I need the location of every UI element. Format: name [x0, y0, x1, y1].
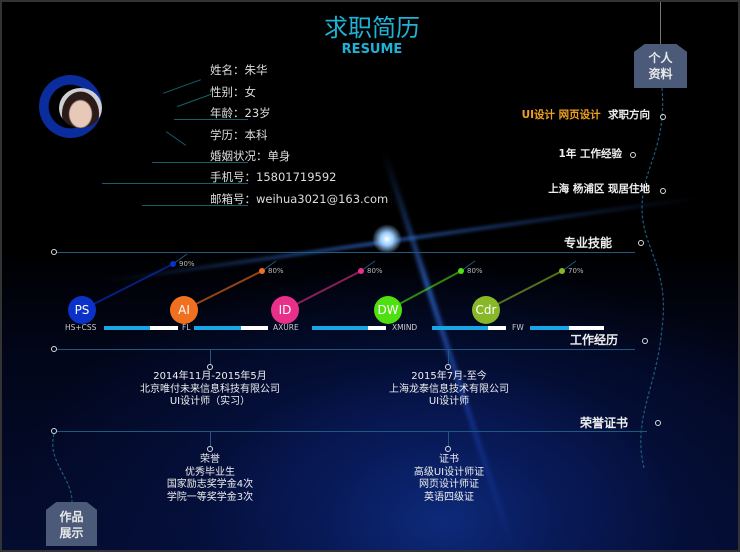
tag-text: 展示: [59, 526, 84, 540]
skill-level-dot: [358, 268, 364, 274]
profile-age: 年龄：23岁: [210, 106, 271, 120]
minor-skill-bar-fill: [104, 326, 150, 330]
honor-item: 荣誉 优秀毕业生 国家励志奖学金4次 学院一等奖学金3次: [166, 454, 254, 503]
minor-skill-bar-fill: [312, 326, 368, 330]
avatar-photo: [59, 88, 102, 128]
timeline-dot: [642, 338, 648, 344]
minor-skill-bar-fill: [530, 326, 570, 330]
minor-skill-label: HS+CSS: [65, 323, 97, 332]
skill-percent: 80%: [467, 267, 483, 275]
page-subtitle: RESUME: [341, 42, 403, 57]
tag-text: 作品: [59, 510, 84, 524]
minor-skill-bar: [312, 326, 386, 330]
skill-percent: 90%: [179, 260, 195, 268]
timeline-curve: [52, 433, 73, 503]
timeline-dot: [51, 346, 57, 352]
timeline-dot: [630, 152, 636, 158]
timeline-dot: [660, 114, 666, 120]
minor-skill-bar: [104, 326, 178, 330]
minor-skill-bar: [530, 326, 604, 330]
summary-job-target: UI设计 网页设计 求职方向: [521, 109, 650, 121]
minor-skill-label: FW: [512, 323, 524, 332]
work-item: 2015年7月-至今 上海龙泰信息技术有限公司 UI设计师: [389, 371, 509, 407]
skill-percent: 80%: [367, 267, 383, 275]
minor-skill-label: FL: [182, 323, 191, 332]
personal-info-tag[interactable]: 个人 资料: [634, 44, 687, 88]
skill-percent: 80%: [268, 267, 284, 275]
skill-badge: Cdr: [472, 296, 500, 324]
tag-text: 个人: [648, 51, 673, 65]
skill-level-dot: [559, 268, 565, 274]
minor-skill-bar: [194, 326, 268, 330]
profile-email: 邮箱号：weihua3021@163.com: [210, 192, 389, 206]
profile-education: 学历：本科: [210, 128, 268, 142]
timeline-curve: [640, 88, 664, 469]
section-skills-title: 专业技能: [564, 236, 613, 250]
summary-location: 上海 杨浦区 现居住地: [548, 183, 650, 195]
certificate-item: 证书 高级UI设计师证 网页设计师证 英语四级证: [413, 454, 485, 503]
minor-skill-bar: [432, 326, 506, 330]
timeline-dot: [445, 446, 451, 452]
minor-skill-label: AXURE: [273, 323, 299, 332]
skill-level-dot: [259, 268, 265, 274]
section-work-title: 工作经历: [570, 333, 619, 347]
minor-skill-label: XMIND: [392, 323, 418, 332]
tag-text: 资料: [648, 67, 673, 81]
skill-level-dot: [458, 268, 464, 274]
skill-badge: AI: [170, 296, 198, 324]
minor-skill-bar-fill: [432, 326, 488, 330]
timeline-dot: [638, 240, 644, 246]
skill-badge: ID: [271, 296, 299, 324]
light-flare: [372, 224, 402, 254]
skill-connector: [81, 263, 174, 311]
skill-connector: [183, 270, 263, 311]
work-item: 2014年11月-2015年5月 北京唯付未来信息科技有限公司 UI设计师（实习）: [140, 371, 280, 407]
skill-lines: [81, 253, 577, 311]
minor-skill-bar-fill: [194, 326, 241, 330]
section-honors-title: 荣誉证书: [580, 416, 629, 430]
timeline-dot: [445, 364, 451, 370]
timeline-dot: [207, 364, 213, 370]
page-title: 求职简历: [324, 14, 420, 42]
timeline-dot: [655, 420, 661, 426]
skill-badge: PS: [68, 296, 96, 324]
skill-percent: 70%: [568, 267, 584, 275]
works-showcase-tag[interactable]: 作品 展示: [46, 502, 97, 546]
timeline-dot: [51, 249, 57, 255]
profile-phone: 手机号：15801719592: [210, 170, 337, 184]
skill-badge: DW: [374, 296, 402, 324]
timeline-dot: [51, 428, 57, 434]
profile-marital: 婚姻状况：单身: [210, 149, 291, 163]
timeline-dot: [660, 188, 666, 194]
summary-experience: 1年 工作经验: [558, 148, 622, 160]
timeline-dot: [207, 446, 213, 452]
profile-gender: 性别：女: [210, 85, 256, 99]
profile-name: 姓名：朱华: [210, 63, 268, 77]
skill-level-dot: [170, 261, 176, 267]
